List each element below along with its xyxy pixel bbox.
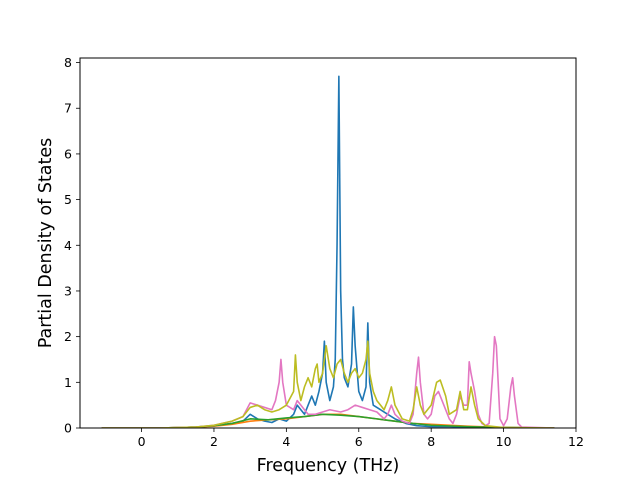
x-tick-label: 8 — [427, 434, 435, 449]
y-tick-label: 7 — [64, 101, 72, 116]
x-tick-label: 6 — [355, 434, 363, 449]
series-line-4 — [101, 340, 555, 428]
y-tick-label: 5 — [64, 192, 72, 207]
x-tick-label: 4 — [282, 434, 290, 449]
x-tick-label: 12 — [568, 434, 584, 449]
x-axis-ticks: 0 2 4 6 8 10 12 — [138, 428, 584, 449]
plot-frame — [79, 57, 577, 429]
y-tick-label: 2 — [64, 329, 72, 344]
y-tick-label: 4 — [64, 238, 72, 253]
y-tick-label: 1 — [64, 375, 72, 390]
y-axis-label: Partial Density of States — [36, 138, 56, 349]
y-tick-label: 8 — [64, 55, 72, 70]
y-tick-label: 3 — [64, 283, 72, 298]
y-tick-label: 0 — [64, 421, 72, 436]
x-tick-label: 10 — [496, 434, 512, 449]
x-axis-label: Frequency (THz) — [257, 456, 400, 476]
x-tick-label: 2 — [210, 434, 218, 449]
series-layer — [101, 75, 555, 428]
x-tick-label: 0 — [138, 434, 146, 449]
y-axis-ticks: 0 1 2 3 4 5 6 7 8 — [64, 55, 80, 436]
series-line-0 — [101, 75, 555, 428]
y-tick-label: 6 — [64, 146, 72, 161]
